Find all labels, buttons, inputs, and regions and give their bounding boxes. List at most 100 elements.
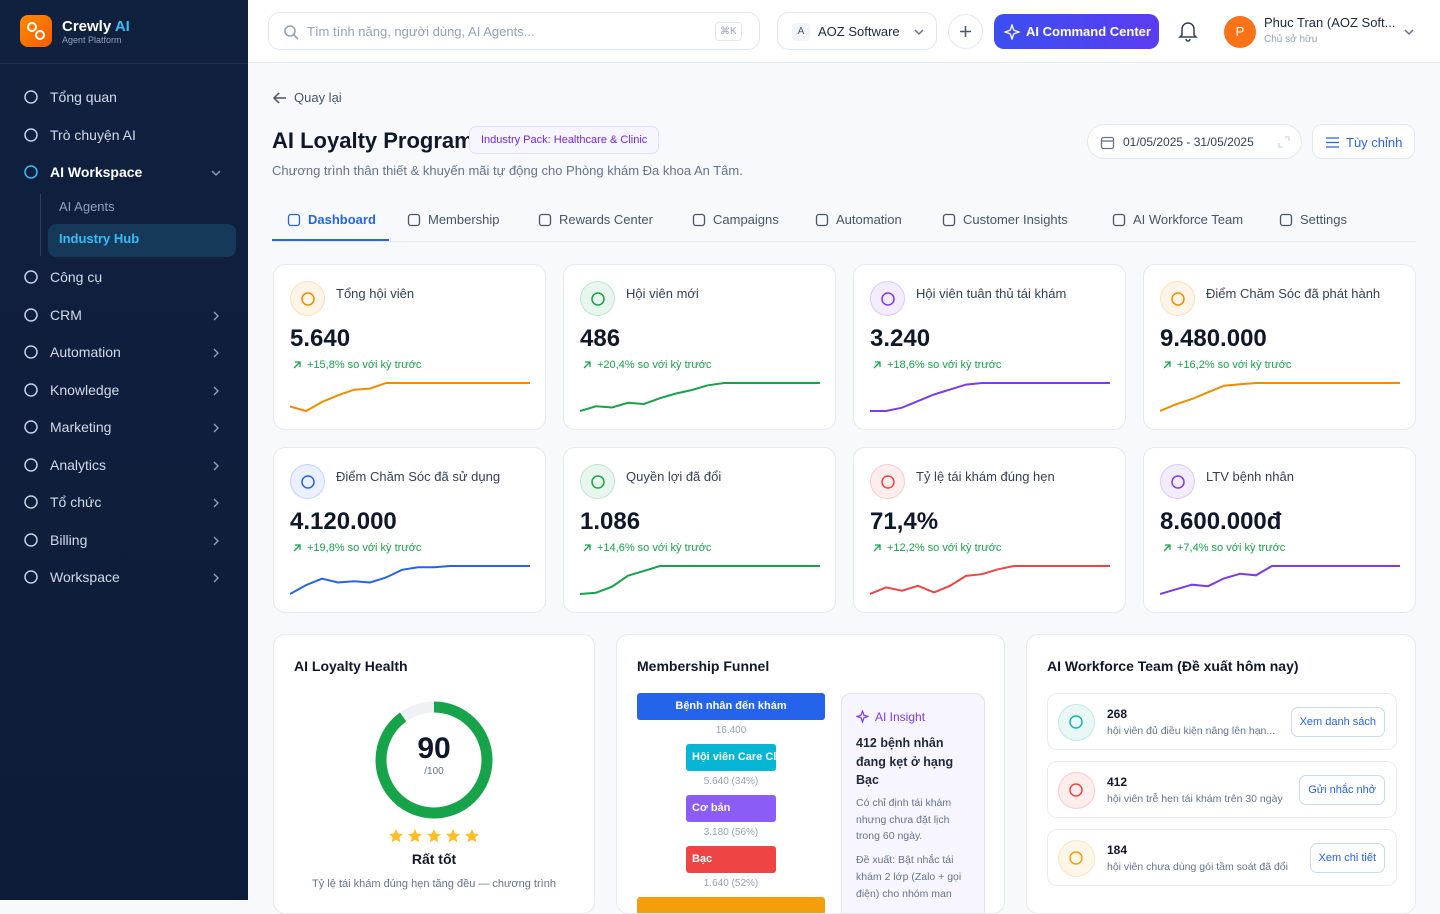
menu-item[interactable]: CRM (50, 307, 82, 323)
icon-shape (301, 475, 315, 489)
tab[interactable]: Settings (1300, 212, 1347, 227)
sparkline (290, 382, 530, 413)
kpi-glyph (1171, 292, 1185, 306)
add-button[interactable] (948, 14, 983, 49)
customize-button[interactable]: Tùy chỉnh (1312, 124, 1415, 159)
icon-shape (591, 475, 605, 489)
kpi-change: +20,4% so với kỳ trước (597, 359, 712, 371)
bell[interactable] (1178, 20, 1198, 42)
chevron (213, 536, 219, 546)
sparkline-line (1160, 382, 1400, 412)
funnel-stage-label: 1.640 (52%) (703, 878, 759, 889)
kpi-glyph (301, 475, 315, 489)
active-tab-underline (272, 239, 389, 241)
menu-item[interactable]: Workspace (50, 569, 120, 585)
trend-arrow (1163, 361, 1171, 369)
trend-arrow (583, 544, 591, 552)
sparkline-line (580, 565, 820, 595)
tab-icon (942, 213, 956, 227)
menu-item[interactable]: Knowledge (50, 382, 120, 398)
sparkline-line (290, 565, 530, 595)
menu-icon (24, 533, 38, 547)
score-max: /100 (424, 766, 444, 777)
user-name: Phuc Tran (AOZ Soft... (1264, 15, 1396, 30)
kpi-label: Điểm Chăm Sóc đã phát hành (1206, 286, 1381, 301)
kpi-glyph (881, 475, 895, 489)
sparkline (580, 382, 820, 412)
arrow-path (1163, 544, 1171, 552)
kpi-glyph (301, 292, 315, 306)
tab-icon-shape (1112, 213, 1126, 227)
chevron-path (213, 461, 219, 471)
chevron-path (213, 311, 219, 321)
sparkline-line (870, 382, 1110, 412)
menu-icon (24, 90, 38, 104)
workforce-action[interactable]: Xem chi tiết (1309, 843, 1385, 873)
tab[interactable]: Rewards Center (559, 212, 653, 227)
tab[interactable]: AI Workforce Team (1133, 212, 1244, 227)
menu-item[interactable]: Công cụ (50, 269, 103, 285)
menu-item[interactable]: Industry Hub (59, 231, 140, 246)
kpi-card: Tổng hội viên 5.640 +15,8% so với kỳ trước (273, 264, 546, 430)
gauge (375, 701, 493, 819)
kpi-icon (1160, 464, 1195, 499)
page-subtitle: Chương trình thân thiết & khuyến mãi tự … (272, 163, 743, 178)
tab[interactable]: Automation (836, 212, 902, 227)
avatar[interactable]: P (1224, 16, 1256, 48)
kpi-card: LTV bệnh nhân 8.600.000đ +7,4% so với kỳ t… (1143, 447, 1416, 613)
back-icon (272, 92, 286, 104)
chevron-path (213, 573, 219, 583)
menu-item[interactable]: Billing (50, 532, 88, 548)
kpi-icon (290, 464, 325, 499)
calendar-icon (1100, 136, 1115, 150)
chevron (211, 170, 221, 176)
workspace-initial: A (792, 23, 810, 41)
menu-icon (24, 458, 38, 472)
kpi-value: 8.600.000đ (1160, 508, 1282, 535)
arrow-path (1163, 361, 1171, 369)
menu-item[interactable]: Tổ chức (50, 494, 102, 510)
plus-icon (960, 26, 971, 37)
command-button[interactable]: AI Command Center (994, 14, 1159, 49)
kpi-change: +15,8% so với kỳ trước (307, 359, 422, 371)
tab[interactable]: Dashboard (308, 212, 376, 227)
menu-item[interactable]: Marketing (50, 419, 112, 435)
chevron-path (213, 386, 219, 396)
tab-icon (407, 213, 421, 227)
back-link[interactable]: Quay lại (294, 90, 342, 105)
tab[interactable]: Campaigns (713, 212, 779, 227)
menu-icon (24, 165, 38, 179)
page-title: AI Loyalty Program (272, 128, 474, 153)
industry-badge: Industry Pack: Healthcare & Clinic (469, 126, 660, 154)
sparkline (870, 565, 1110, 595)
workspace-select[interactable]: A AOZ Software (777, 12, 937, 50)
workforce-item: 184 hội viên chưa dùng gói tầm soát đã đổ… (1047, 829, 1397, 886)
tab[interactable]: Membership (428, 212, 500, 227)
workforce-count: 412 (1107, 775, 1128, 789)
kpi-value: 4.120.000 (290, 508, 397, 535)
kpi-value: 9.480.000 (1160, 325, 1267, 352)
funnel-bar: Cơ bản (686, 795, 776, 822)
workforce-action[interactable]: Xem danh sách (1290, 707, 1385, 737)
insight-body: Có chỉ định tái khám nhưng chưa đặt lịch… (856, 797, 952, 842)
menu-item[interactable]: AI Agents (59, 199, 115, 214)
kpi-label: Hội viên mới (626, 286, 699, 301)
date-picker[interactable]: 01/05/2025 - 31/05/2025 (1087, 124, 1302, 159)
brand-accent: AI (114, 18, 130, 35)
menu-item[interactable]: Analytics (50, 457, 107, 473)
sparkline (1160, 382, 1400, 412)
menu-item[interactable]: Trò chuyện AI (50, 127, 136, 143)
tab[interactable]: Customer Insights (963, 212, 1068, 227)
icon-shape (24, 165, 38, 179)
arrow-path (873, 361, 881, 369)
menu-item[interactable]: AI Workspace (50, 164, 143, 180)
menu-item[interactable]: Automation (50, 344, 121, 360)
sparkline (290, 565, 530, 595)
arrow-path (583, 361, 591, 369)
trend-arrow (873, 544, 881, 552)
workforce-action[interactable]: Gửi nhắc nhở (1299, 775, 1385, 805)
menu-item[interactable]: Tổng quan (50, 89, 117, 105)
search[interactable]: Tìm tính năng, người dùng, AI Agents... … (268, 12, 760, 50)
icon-shape (24, 420, 38, 434)
icon-shape (1171, 475, 1185, 489)
